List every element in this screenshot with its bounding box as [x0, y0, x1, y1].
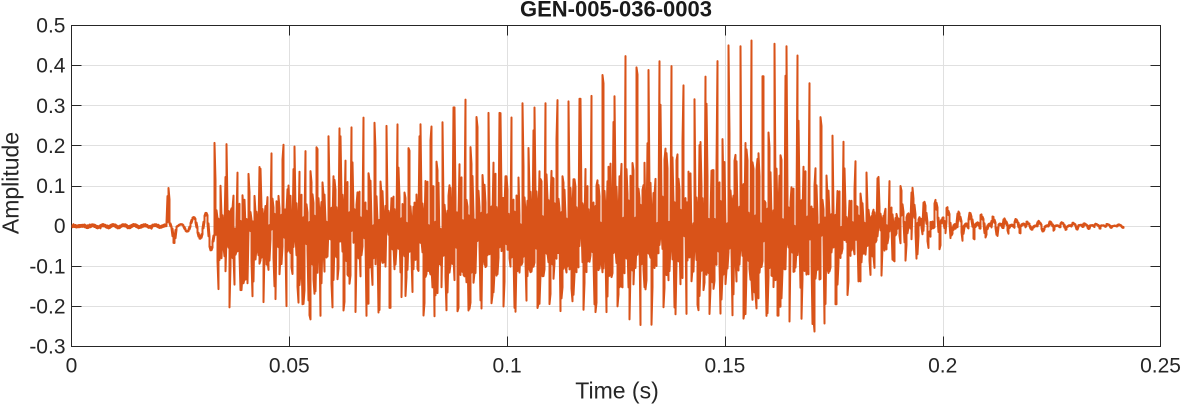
svg-text:Amplitude: Amplitude: [0, 132, 24, 234]
svg-text:GEN-005-036-0003: GEN-005-036-0003: [520, 0, 712, 22]
svg-text:0.2: 0.2: [36, 135, 65, 158]
svg-text:0: 0: [54, 215, 66, 238]
svg-text:0.3: 0.3: [36, 95, 65, 118]
svg-text:Time (s): Time (s): [575, 378, 658, 404]
svg-text:-0.2: -0.2: [29, 296, 65, 319]
svg-text:0.1: 0.1: [492, 355, 521, 378]
svg-text:0.4: 0.4: [36, 55, 66, 78]
svg-text:0: 0: [66, 355, 78, 378]
svg-text:0.5: 0.5: [36, 15, 65, 38]
svg-text:0.2: 0.2: [928, 355, 957, 378]
svg-text:-0.3: -0.3: [29, 336, 65, 359]
svg-text:0.15: 0.15: [704, 355, 745, 378]
svg-text:0.1: 0.1: [36, 175, 65, 198]
svg-text:-0.1: -0.1: [29, 255, 65, 278]
svg-text:0.25: 0.25: [1140, 355, 1181, 378]
svg-text:0.05: 0.05: [269, 355, 310, 378]
